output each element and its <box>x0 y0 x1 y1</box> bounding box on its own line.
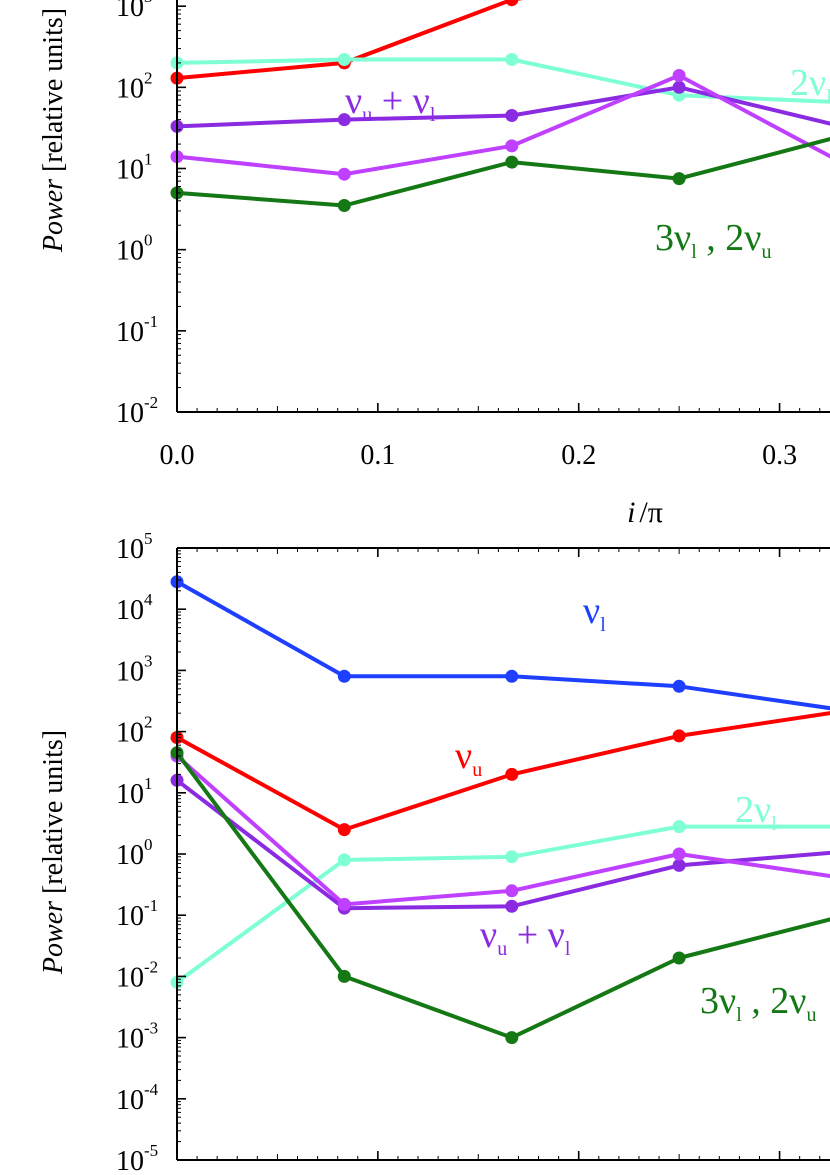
bottom-series-label-2: 2νl <box>735 789 777 835</box>
top-x-tick-label-3: 0.3 <box>762 440 797 471</box>
bottom-y-tick-label-9: 104 <box>116 590 153 626</box>
top-point-4-3 <box>672 172 686 186</box>
bottom-point-4-2 <box>505 884 519 898</box>
top-point-3-1 <box>337 167 351 181</box>
top-y-tick-label-3: 101 <box>116 150 153 186</box>
bottom-point-2-3 <box>672 820 686 834</box>
top-series-labels: νu + νl 2νl 3νl , 2νu <box>345 62 830 263</box>
bottom-point-0-3 <box>672 679 686 693</box>
bottom-y-tick-label-4: 10-1 <box>116 896 158 932</box>
top-series-line-0 <box>176 0 523 81</box>
bottom-y-tick-label-5: 100 <box>116 835 153 871</box>
bottom-y-tick-label-8: 103 <box>116 651 153 687</box>
top-y-axis-label: Power [relative units] <box>38 8 69 253</box>
top-y-tick-label-1: 10-1 <box>116 312 158 348</box>
bottom-point-5-3 <box>672 951 686 965</box>
bottom-point-3-3 <box>672 858 686 872</box>
bottom-series-label-4: 3νl , 2νu <box>700 980 816 1026</box>
top-y-tick-label-2: 100 <box>116 231 153 267</box>
top-point-4-1 <box>337 199 351 212</box>
top-x-tick-label-0: 0.0 <box>160 440 195 471</box>
top-axes: 10-2 10-1 100 101 102 103 0.0 0.1 0.2 0.3 <box>116 0 830 471</box>
bottom-panel: 10-5 10-4 10-3 10-2 10-1 100 101 102 103 104 105 ν… <box>38 529 830 1175</box>
bottom-y-tick-label-0: 10-5 <box>116 1141 158 1175</box>
bottom-y-tick-label-6: 101 <box>116 774 153 810</box>
bottom-point-4-1 <box>337 897 351 911</box>
bottom-series-label-1: νu <box>455 735 482 781</box>
bottom-series-layer <box>170 575 830 1045</box>
top-x-tick-label-1: 0.1 <box>360 440 395 471</box>
bottom-point-2-2 <box>505 850 519 864</box>
top-point-2-2 <box>505 109 519 122</box>
top-x-tick-label-2: 0.2 <box>561 440 596 471</box>
bottom-series-line-1 <box>176 711 830 832</box>
top-series-label-2: 3νl , 2νu <box>655 217 771 263</box>
top-point-0-2 <box>505 0 519 7</box>
bottom-point-5-2 <box>505 1031 519 1045</box>
bottom-point-4-3 <box>672 847 686 861</box>
bottom-series-label-0: νl <box>583 590 606 636</box>
top-series-line-2 <box>176 85 830 129</box>
bottom-point-3-2 <box>505 899 519 913</box>
bottom-point-1-3 <box>672 729 686 743</box>
bottom-series-labels: νl νu 2νl νu + νl 3νl , 2νu <box>455 590 816 1026</box>
bottom-series-line-0 <box>176 580 830 711</box>
bottom-axes: 10-5 10-4 10-3 10-2 10-1 100 101 102 103 104 105 <box>116 529 830 1175</box>
top-panel: 10-2 10-1 100 101 102 103 0.0 0.1 0.2 0.3 νu + νl… <box>38 0 830 529</box>
top-point-1-1 <box>337 53 351 66</box>
bottom-y-tick-label-1: 10-4 <box>116 1080 159 1116</box>
top-point-3-3 <box>672 69 686 82</box>
bottom-point-5-1 <box>337 969 351 983</box>
top-point-4-2 <box>505 155 519 169</box>
top-point-2-3 <box>672 80 686 94</box>
x-axis-label: i/π <box>627 496 663 529</box>
bottom-point-2-1 <box>337 853 351 867</box>
bottom-series-label-3: νu + νl <box>480 914 571 960</box>
bottom-y-tick-label-3: 10-2 <box>116 957 158 993</box>
top-point-2-1 <box>337 113 351 127</box>
top-series-line-3 <box>176 73 830 177</box>
top-series-label-1: 2νl <box>790 62 830 108</box>
top-y-tick-label-0: 10-2 <box>116 393 158 429</box>
top-series-label-0: νu + νl <box>345 80 436 126</box>
bottom-point-1-2 <box>505 767 519 781</box>
top-y-tick-label-5: 103 <box>116 0 153 23</box>
top-series-layer <box>170 0 830 212</box>
bottom-y-tick-label-10: 105 <box>116 529 153 565</box>
bottom-y-tick-label-7: 102 <box>116 713 153 749</box>
top-series-line-1 <box>176 57 830 104</box>
bottom-point-1-1 <box>337 823 351 837</box>
top-y-tick-label-4: 102 <box>116 68 153 104</box>
bottom-point-0-2 <box>505 669 519 683</box>
bottom-point-0-1 <box>337 669 351 683</box>
top-point-1-2 <box>505 53 519 66</box>
top-point-3-2 <box>505 139 519 153</box>
bottom-y-axis-label: Power [relative units] <box>38 730 69 975</box>
bottom-y-tick-label-2: 10-3 <box>116 1019 158 1055</box>
